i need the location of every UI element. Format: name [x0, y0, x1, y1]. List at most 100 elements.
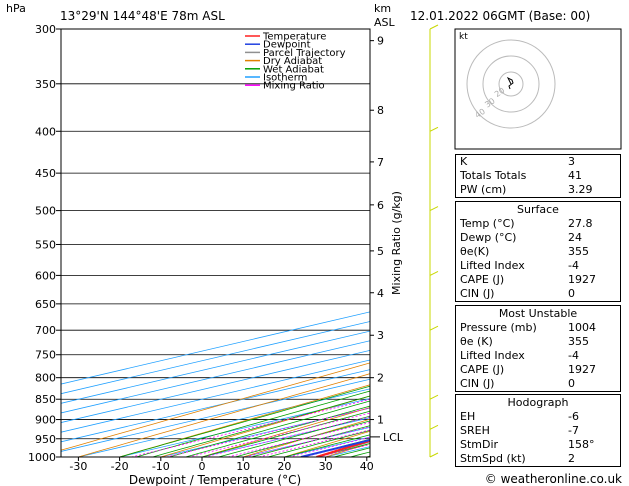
wind-barb	[429, 325, 439, 331]
table-row: Temp (°C) 27.8	[460, 217, 593, 230]
km-tick-label: 1	[377, 414, 384, 427]
temperature-tick-label: 30	[319, 460, 333, 473]
pressure-tick-label: 650	[35, 298, 56, 311]
temperature-tick-label: -10	[152, 460, 170, 473]
km-tick-label: 3	[377, 329, 384, 342]
pressure-tick-label: 400	[35, 125, 56, 138]
legend-item-label: Dry Adiabat	[263, 56, 322, 67]
dry-adiabat-line	[78, 373, 370, 457]
wind-barb	[429, 126, 439, 132]
table-row: CIN (J) 0	[460, 287, 575, 300]
km-tick-label: 9	[377, 35, 384, 48]
plot-frame	[60, 28, 371, 458]
km-tick-label: 6	[377, 199, 384, 212]
km-unit: km	[374, 2, 391, 15]
dry-adiabat-line	[119, 384, 370, 457]
x-axis-label: Dewpoint / Temperature (°C)	[129, 473, 301, 486]
km-tick-label: 8	[377, 104, 384, 117]
table-row: Lifted Index -4	[460, 259, 579, 272]
legend-item-label: Wet Adiabat	[263, 64, 324, 75]
table-row: StmSpd (kt) 2	[460, 452, 575, 465]
lcl-label: LCL	[383, 431, 404, 444]
hodograph-unit-label: kt	[459, 32, 468, 42]
pressure-tick-label: 550	[35, 238, 56, 251]
hodograph-ring	[466, 39, 556, 129]
km-tick-label: 7	[377, 156, 384, 169]
asl-unit: ASL	[374, 16, 396, 29]
pressure-tick-label: 700	[35, 324, 56, 337]
table-row: CAPE (J) 1927	[460, 273, 596, 286]
pressure-tick-label: 600	[35, 269, 56, 282]
isotherm-line	[61, 369, 370, 443]
dry-adiabat-line	[201, 407, 370, 457]
isotherm-line	[61, 321, 370, 395]
unstable-title: Most Unstable	[498, 307, 578, 320]
pressure-tick-label: 500	[35, 205, 56, 218]
wind-barb	[429, 206, 439, 212]
isotherm-line	[61, 340, 370, 414]
km-tick-label: 5	[377, 245, 384, 258]
temperature-tick-label: -30	[69, 460, 87, 473]
wind-barb	[429, 270, 439, 276]
hodograph-frame	[454, 28, 622, 150]
table-row: Pressure (mb) 1004	[460, 321, 596, 334]
table-row: Dewp (°C) 24	[460, 231, 582, 244]
wet-adiabat-line	[119, 385, 370, 457]
legend-item-label: Temperature	[262, 32, 326, 43]
mixing-ratio-axis-label: Mixing Ratio (g/kg)	[390, 191, 403, 295]
legend-item-label: Parcel Trajectory	[263, 48, 346, 59]
hpa-unit: hPa	[6, 2, 26, 15]
copyright: © weatheronline.co.uk	[485, 472, 622, 486]
location-title: 13°29'N 144°48'E 78m ASL	[60, 9, 225, 23]
hodograph-table: Hodograph EH -6 SREH -7 StmDir 158° StmSpd …	[455, 394, 621, 467]
hodograph-title: Hodograph	[507, 396, 569, 409]
wind-barb	[429, 452, 439, 458]
mixing-ratio-line	[188, 412, 370, 457]
hodograph-ring	[498, 71, 524, 97]
km-tick-label: 2	[377, 372, 384, 385]
wind-barbs	[429, 24, 439, 458]
isotherm-line	[61, 349, 370, 423]
wet-adiabat-line	[185, 405, 370, 457]
hodograph-trace	[506, 76, 514, 90]
pressure-tick-label: 850	[35, 393, 56, 406]
isotherm-line	[61, 378, 370, 452]
pressure-tick-label: 1000	[28, 451, 56, 464]
datetime-title: 12.01.2022 06GMT (Base: 00)	[410, 9, 590, 23]
legend-item-label: Mixing Ratio	[263, 81, 325, 92]
surface-table: Surface Temp (°C) 27.8 Dewp (°C) 24 θe(K) 3…	[455, 201, 621, 302]
wet-adiabat-line	[135, 390, 370, 457]
pressure-tick-label: 350	[35, 78, 56, 91]
table-row: CIN (J) 0	[460, 377, 575, 390]
index-row-tt: Totals Totals 41	[460, 169, 582, 182]
isotherm-line	[61, 359, 370, 433]
dry-adiabat-line	[61, 362, 370, 451]
legend-item-label: Isotherm	[263, 73, 307, 84]
temperature-tick-label: 0	[199, 460, 206, 473]
table-row: CAPE (J) 1927	[460, 363, 596, 376]
mixing-ratio-line	[131, 398, 370, 457]
km-tick-label: 4	[377, 287, 384, 300]
wet-adiabat-line	[152, 395, 370, 457]
pressure-tick-label: 800	[35, 372, 56, 385]
surface-title: Surface	[517, 203, 559, 216]
table-row: SREH -7	[460, 424, 579, 437]
table-row: θe (K) 355	[460, 335, 589, 348]
pressure-tick-label: 950	[35, 433, 56, 446]
temperature-tick-label: 20	[277, 460, 291, 473]
mixing-ratio-line	[166, 407, 370, 457]
mixing-ratio-line	[204, 416, 370, 457]
temperature-tick-label: 40	[360, 460, 374, 473]
wet-adiabat-line	[201, 410, 370, 457]
pressure-tick-label: 750	[35, 349, 56, 362]
most-unstable-table: Most Unstable Pressure (mb) 1004 θe (K) 35…	[455, 305, 621, 392]
temperature-tick-label: 10	[236, 460, 250, 473]
pressure-tick-label: 450	[35, 167, 56, 180]
temperature-tick-label: -20	[111, 460, 129, 473]
pressure-tick-label: 900	[35, 414, 56, 427]
dry-adiabat-line	[160, 395, 370, 457]
